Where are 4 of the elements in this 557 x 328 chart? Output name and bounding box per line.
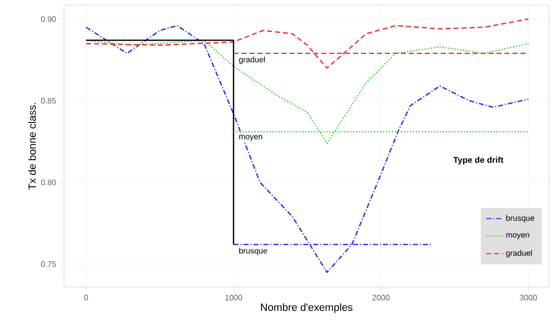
- line-series: [85, 18, 530, 69]
- y-axis-title: Tx de bonne class.: [28, 103, 36, 190]
- x-axis-title: Nombre d'exemples: [261, 303, 352, 314]
- legend-title: Type de drift: [453, 156, 504, 165]
